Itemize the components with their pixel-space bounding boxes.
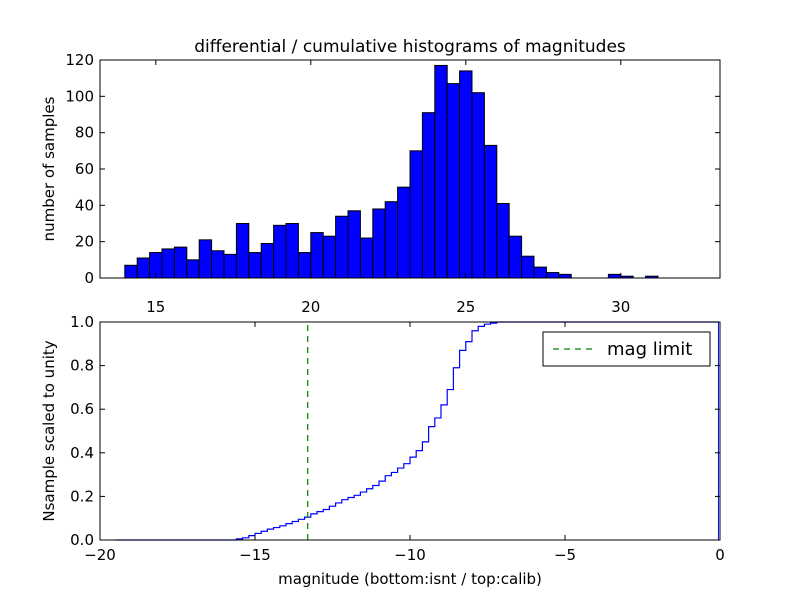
cumulative-step-line (115, 321, 719, 541)
top-y-tick-label: 60 (75, 160, 94, 178)
histogram-bar (496, 203, 510, 279)
bottom-x-tick-label: −20 (84, 546, 116, 564)
histogram-bar (471, 92, 485, 279)
bottom-x-tick-label: 0 (715, 546, 725, 564)
bottom-x-axis-label: magnitude (bottom:isnt / top:calib) (278, 570, 542, 588)
histogram-bar (173, 246, 188, 279)
histogram-bar (260, 242, 275, 279)
histogram-bar (521, 255, 535, 279)
bottom-x-tick-label: −15 (239, 546, 271, 564)
histogram-bar (533, 266, 547, 279)
histogram-bar (446, 83, 461, 279)
histogram-bar (335, 215, 349, 279)
top-x-tick-label: 20 (301, 298, 320, 316)
top-y-tick-label: 80 (75, 124, 94, 142)
bottom-x-ticks: −20 −15 −10 −5 0 (84, 322, 725, 564)
histogram-bar (359, 237, 374, 279)
bottom-y-ticks: 0.0 0.2 0.4 0.6 0.8 1.0 (70, 313, 720, 549)
bottom-lines (115, 321, 719, 541)
histogram-bar (508, 235, 523, 279)
histogram-bar (384, 201, 399, 279)
bottom-y-tick-label: 0.8 (70, 357, 94, 375)
bottom-y-axis-label: Nsample scaled to unity (40, 340, 58, 521)
histogram-bar (211, 250, 225, 279)
top-x-tick-label: 25 (456, 298, 475, 316)
histogram-bar (136, 257, 151, 279)
top-y-axis-label: number of samples (40, 96, 58, 241)
histogram-bar (607, 273, 622, 279)
bottom-x-tick-label: −10 (394, 546, 426, 564)
histogram-bar (421, 112, 436, 279)
histogram-bar (248, 252, 262, 279)
histogram-bar (322, 235, 337, 279)
histogram-bar (297, 252, 312, 279)
histogram-bar (161, 248, 175, 279)
histogram-bar (558, 273, 572, 279)
top-y-ticks: 0 20 40 60 80 100 120 (65, 51, 720, 287)
legend-label: mag limit (607, 339, 692, 360)
legend-box (542, 331, 711, 367)
top-x-tick-label: 15 (146, 298, 165, 316)
top-y-tick-label: 0 (84, 269, 94, 287)
histogram-bar (285, 223, 299, 279)
histogram-bar (347, 210, 361, 279)
bottom-y-tick-label: 1.0 (70, 313, 94, 331)
histogram-bar (397, 186, 411, 279)
histogram-bar (434, 64, 448, 279)
top-bars (124, 64, 659, 279)
chart-title: differential / cumulative histograms of … (194, 37, 626, 57)
top-x-ticks: 15 20 25 30 (146, 60, 630, 316)
histogram-bar (372, 208, 386, 279)
top-y-tick-label: 120 (65, 51, 94, 69)
legend: mag limit (542, 331, 711, 367)
top-y-tick-label: 40 (75, 196, 94, 214)
histogram-bar (483, 144, 498, 279)
histogram-bar (198, 239, 213, 279)
histogram-bar (409, 150, 423, 279)
histogram-bar (223, 253, 237, 279)
histogram-bar (273, 224, 287, 279)
histogram-bar (124, 264, 138, 279)
top-y-tick-label: 20 (75, 233, 94, 251)
top-x-tick-label: 30 (611, 298, 630, 316)
histogram-bar (310, 232, 324, 279)
histogram-bar (545, 272, 560, 279)
histogram-bar (459, 70, 473, 279)
bottom-y-tick-label: 0.4 (70, 444, 94, 462)
top-y-tick-label: 100 (65, 87, 94, 105)
bottom-y-tick-label: 0.2 (70, 487, 94, 505)
bottom-y-tick-label: 0.0 (70, 531, 94, 549)
bottom-y-tick-label: 0.6 (70, 400, 94, 418)
bottom-x-tick-label: −5 (554, 546, 576, 564)
histogram-bar (235, 223, 250, 279)
histogram-bar (186, 259, 200, 279)
